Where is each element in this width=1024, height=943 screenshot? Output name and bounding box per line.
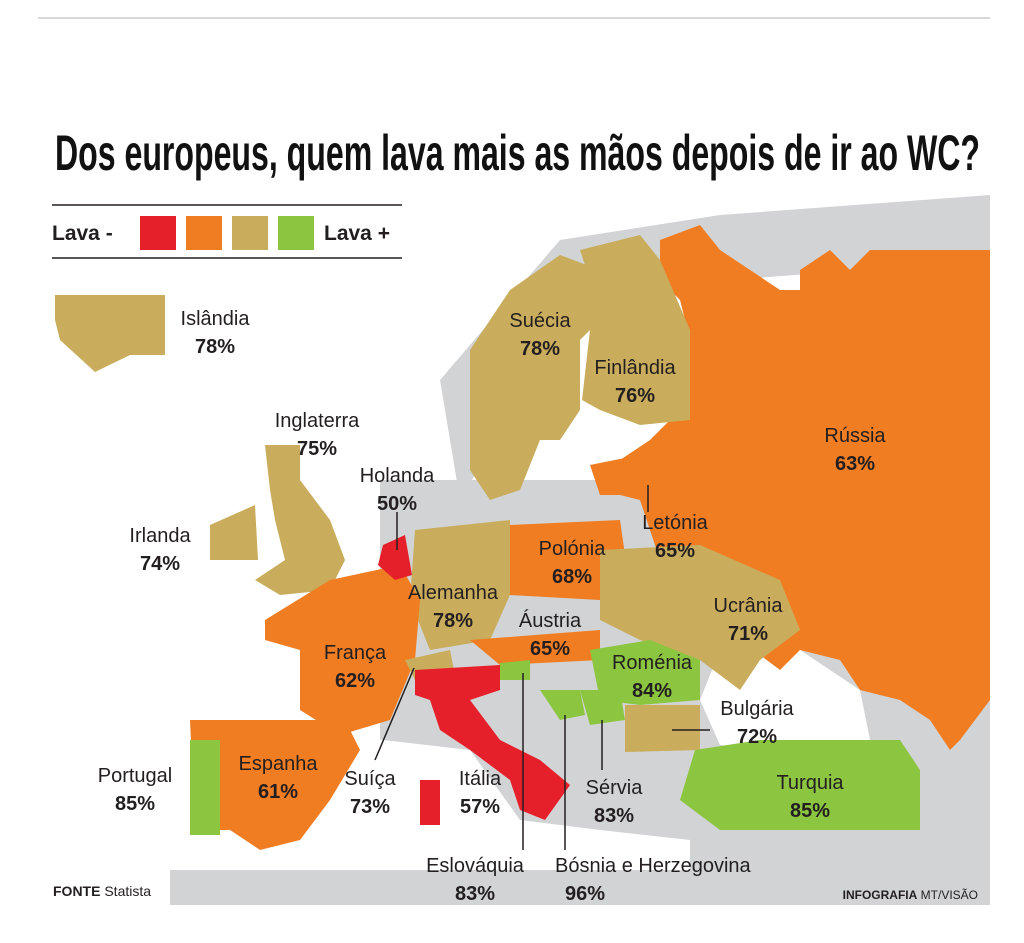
country-shape xyxy=(600,545,800,690)
country-shape xyxy=(600,225,990,750)
country-shape xyxy=(415,665,570,820)
country-name: Holanda xyxy=(360,465,435,487)
country-value: 76% xyxy=(615,385,655,407)
country-shape xyxy=(55,295,165,372)
credit-name: MT/VISÃO xyxy=(921,888,978,902)
country-labels: Islândia 78% Suécia 78% Finlândia 76% Rússia 63… xyxy=(98,308,887,905)
country-shape xyxy=(580,235,690,425)
country-name: Espanha xyxy=(239,753,319,775)
country-value: 83% xyxy=(594,805,634,827)
leader-lines xyxy=(374,485,710,850)
leader-line xyxy=(374,667,415,761)
country-shape xyxy=(470,630,600,665)
country-name: Letónia xyxy=(642,512,708,534)
country-value: 85% xyxy=(115,793,155,815)
country-value: 71% xyxy=(728,623,768,645)
map xyxy=(55,195,990,905)
country-value: 65% xyxy=(655,540,695,562)
country-value: 62% xyxy=(335,670,375,692)
legend-swatch xyxy=(140,216,176,250)
country-name: Roménia xyxy=(612,652,693,674)
country-name: Rússia xyxy=(824,425,886,447)
country-name: Bulgária xyxy=(720,698,794,720)
country-value: 74% xyxy=(140,553,180,575)
country-value: 78% xyxy=(433,610,473,632)
country-value: 75% xyxy=(297,438,337,460)
country-value: 78% xyxy=(195,336,235,358)
country-name: Áustria xyxy=(519,609,582,632)
country-name: Alemanha xyxy=(408,582,499,604)
country-name: França xyxy=(324,642,387,664)
legend: Lava - Lava + xyxy=(52,204,402,259)
country-shape xyxy=(590,455,670,495)
country-shape xyxy=(410,520,510,650)
country-shape xyxy=(470,255,600,500)
legend-swatch xyxy=(232,216,268,250)
country-value: 85% xyxy=(790,800,830,822)
country-name: Itália xyxy=(459,768,502,790)
legend-swatch xyxy=(186,216,222,250)
country-shape xyxy=(540,690,585,720)
country-name: Eslováquia xyxy=(426,855,525,877)
country-shape xyxy=(625,705,700,752)
legend-swatch xyxy=(278,216,314,250)
country-name: Suíça xyxy=(344,768,396,790)
country-shape xyxy=(500,660,530,680)
country-shape xyxy=(210,505,258,560)
country-value: 63% xyxy=(835,453,875,475)
source: FONTE Statista xyxy=(53,883,151,899)
country-value: 73% xyxy=(350,796,390,818)
legend-high: Lava + xyxy=(324,222,390,245)
country-name: Irlanda xyxy=(129,525,191,547)
country-shape xyxy=(580,690,625,725)
country-shape xyxy=(680,740,920,830)
country-value: 96% xyxy=(565,883,605,905)
country-shape xyxy=(378,535,412,580)
country-value: 50% xyxy=(377,493,417,515)
country-value: 78% xyxy=(520,338,560,360)
country-value: 83% xyxy=(455,883,495,905)
country-name: Sérvia xyxy=(586,777,644,799)
country-shape xyxy=(190,740,220,835)
country-shape xyxy=(265,565,420,735)
source-name: Statista xyxy=(104,883,151,899)
country-shape xyxy=(420,780,440,825)
country-value: 57% xyxy=(460,796,500,818)
country-name: Inglaterra xyxy=(275,410,360,432)
country-value: 65% xyxy=(530,638,570,660)
country-value: 72% xyxy=(737,726,777,748)
country-name: Ucrânia xyxy=(714,595,784,617)
source-label: FONTE xyxy=(53,883,100,899)
country-shape xyxy=(190,720,360,850)
sea xyxy=(330,735,690,870)
country-name: Finlândia xyxy=(594,357,676,379)
country-name: Suécia xyxy=(509,310,571,332)
country-name: Islândia xyxy=(181,308,251,330)
country-name: Polónia xyxy=(539,538,607,560)
credit: INFOGRAFIA MT/VISÃO xyxy=(843,888,978,902)
country-shape xyxy=(255,445,345,595)
credit-label: INFOGRAFIA xyxy=(843,888,918,902)
country-name: Portugal xyxy=(98,765,173,787)
title: Dos europeus, quem lava mais as mãos dep… xyxy=(55,125,980,181)
country-name: Bósnia e Herzegovina xyxy=(555,855,752,877)
legend-low: Lava - xyxy=(52,222,113,245)
country-value: 68% xyxy=(552,566,592,588)
country-value: 84% xyxy=(632,680,672,702)
country-shape xyxy=(590,640,700,705)
country-value: 61% xyxy=(258,781,298,803)
country-name: Turquia xyxy=(776,772,844,794)
